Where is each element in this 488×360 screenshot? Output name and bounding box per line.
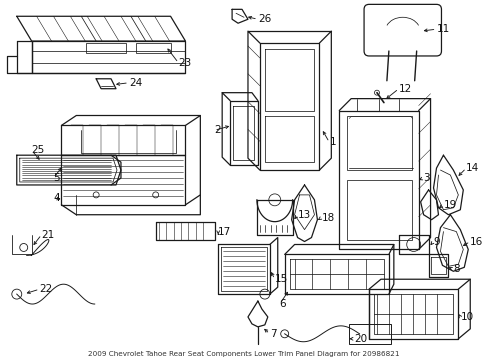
Text: 19: 19 bbox=[443, 200, 456, 210]
Text: 14: 14 bbox=[466, 163, 479, 173]
Bar bbox=[346, 116, 411, 170]
Text: 9: 9 bbox=[433, 237, 439, 247]
Text: 18: 18 bbox=[321, 213, 334, 223]
Text: 6: 6 bbox=[279, 299, 286, 309]
Text: 2: 2 bbox=[214, 125, 221, 135]
Text: 16: 16 bbox=[469, 237, 483, 247]
Text: 26: 26 bbox=[257, 14, 270, 24]
Text: 2009 Chevrolet Tahoe Rear Seat Components Lower Trim Panel Diagram for 20986821: 2009 Chevrolet Tahoe Rear Seat Component… bbox=[88, 351, 399, 357]
Bar bbox=[136, 43, 170, 53]
Text: 5: 5 bbox=[53, 173, 60, 183]
Text: 3: 3 bbox=[423, 173, 429, 183]
Text: 7: 7 bbox=[269, 329, 276, 339]
Text: 22: 22 bbox=[40, 284, 53, 294]
Text: 20: 20 bbox=[353, 334, 366, 344]
Text: 11: 11 bbox=[436, 24, 449, 34]
Text: 8: 8 bbox=[452, 264, 459, 274]
Text: 15: 15 bbox=[274, 274, 287, 284]
Text: 23: 23 bbox=[178, 58, 191, 68]
Text: 17: 17 bbox=[218, 226, 231, 237]
Text: 4: 4 bbox=[53, 193, 60, 203]
Bar bbox=[346, 180, 411, 239]
Text: 10: 10 bbox=[459, 312, 472, 322]
Text: 21: 21 bbox=[41, 230, 55, 239]
Text: 13: 13 bbox=[297, 210, 310, 220]
Bar bbox=[86, 43, 126, 53]
Text: 12: 12 bbox=[398, 84, 411, 94]
Text: 25: 25 bbox=[32, 145, 45, 155]
Text: 1: 1 bbox=[328, 137, 335, 147]
Text: 24: 24 bbox=[129, 78, 142, 88]
Bar bbox=[348, 324, 390, 344]
